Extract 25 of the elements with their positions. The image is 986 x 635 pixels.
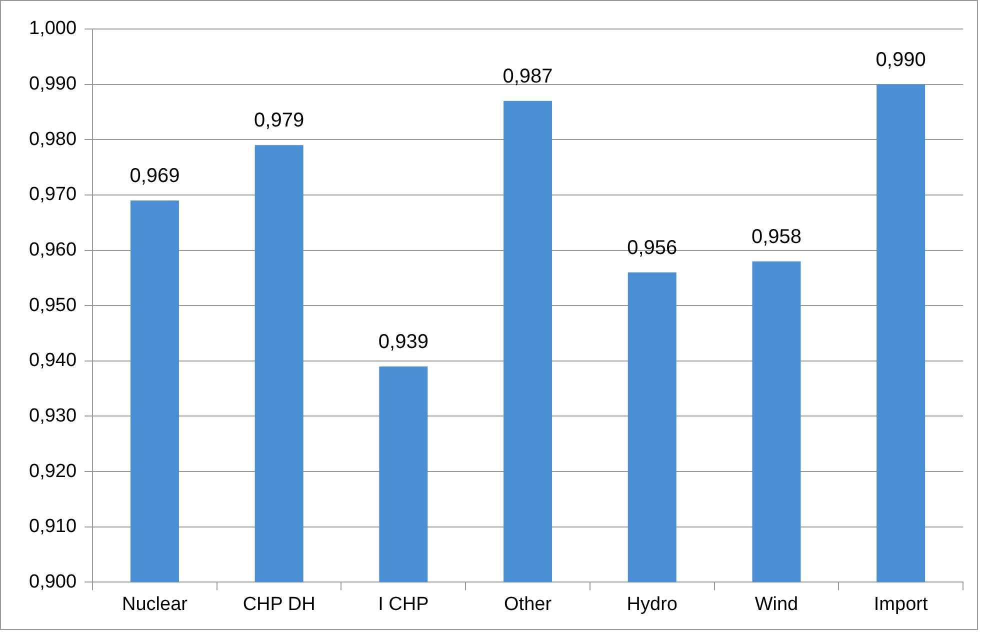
x-tick-label: Nuclear bbox=[122, 594, 188, 615]
y-tick-label: 0,900 bbox=[29, 571, 77, 592]
y-tick-label: 0,930 bbox=[29, 405, 77, 426]
x-tick-label: Other bbox=[504, 594, 552, 615]
x-tick-label: Import bbox=[874, 594, 928, 615]
data-label: 0,987 bbox=[502, 65, 553, 88]
y-tick-label: 0,940 bbox=[29, 350, 77, 372]
x-tick-label: Hydro bbox=[626, 594, 678, 615]
y-tick-label: 0,910 bbox=[29, 516, 77, 538]
y-tick-label: 0,980 bbox=[29, 128, 77, 150]
y-tick-label: 0,950 bbox=[29, 294, 77, 316]
x-tick-label: CHP DH bbox=[242, 594, 316, 615]
y-tick-label: 0,960 bbox=[29, 240, 77, 261]
data-label: 0,969 bbox=[130, 165, 180, 188]
x-tick-label: I CHP bbox=[378, 594, 429, 615]
y-tick-label: 0,920 bbox=[29, 460, 77, 482]
data-label: 0,939 bbox=[378, 330, 428, 353]
data-label: 0,956 bbox=[627, 236, 678, 259]
data-label: 0,990 bbox=[876, 48, 926, 71]
y-tick-label: 1,000 bbox=[29, 18, 77, 40]
data-label: 0,979 bbox=[254, 110, 304, 132]
x-tick-label: Wind bbox=[754, 594, 798, 615]
data-label: 0,958 bbox=[751, 226, 802, 248]
y-tick-label: 0,990 bbox=[29, 74, 77, 95]
y-tick-label: 0,970 bbox=[29, 184, 77, 206]
